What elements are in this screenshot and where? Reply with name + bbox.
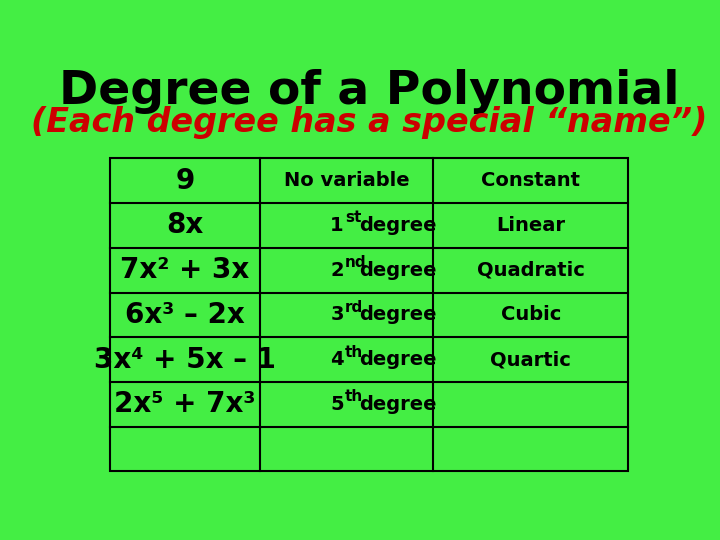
Bar bbox=[109, 427, 629, 471]
Bar bbox=[109, 293, 629, 338]
Text: degree: degree bbox=[359, 350, 436, 369]
Text: 5: 5 bbox=[330, 395, 344, 414]
Text: th: th bbox=[345, 345, 364, 360]
Bar bbox=[109, 382, 629, 427]
Text: 7x² + 3x: 7x² + 3x bbox=[120, 256, 250, 284]
Text: Quartic: Quartic bbox=[490, 350, 571, 369]
Bar bbox=[109, 338, 629, 382]
Text: th: th bbox=[345, 389, 364, 404]
Text: rd: rd bbox=[345, 300, 364, 315]
Text: 3x⁴ + 5x – 1: 3x⁴ + 5x – 1 bbox=[94, 346, 276, 374]
Text: 2x⁵ + 7x³: 2x⁵ + 7x³ bbox=[114, 390, 256, 418]
Text: (Each degree has a special “name”): (Each degree has a special “name”) bbox=[31, 106, 707, 139]
Text: Linear: Linear bbox=[496, 216, 565, 235]
Text: degree: degree bbox=[359, 216, 436, 235]
Text: 9: 9 bbox=[175, 167, 194, 195]
Text: Degree of a Polynomial: Degree of a Polynomial bbox=[59, 69, 679, 114]
Text: degree: degree bbox=[359, 261, 436, 280]
Text: degree: degree bbox=[359, 306, 436, 325]
Text: No variable: No variable bbox=[284, 171, 410, 190]
Text: Quadratic: Quadratic bbox=[477, 261, 585, 280]
Text: nd: nd bbox=[345, 255, 366, 270]
Text: 6x³ – 2x: 6x³ – 2x bbox=[125, 301, 245, 329]
Text: st: st bbox=[345, 211, 361, 226]
Text: degree: degree bbox=[359, 395, 436, 414]
Bar bbox=[109, 203, 629, 248]
Text: 4: 4 bbox=[330, 350, 344, 369]
Text: 3: 3 bbox=[330, 306, 344, 325]
Text: Cubic: Cubic bbox=[500, 306, 561, 325]
Text: Constant: Constant bbox=[481, 171, 580, 190]
Text: 2: 2 bbox=[330, 261, 344, 280]
Text: 1: 1 bbox=[330, 216, 344, 235]
Bar bbox=[109, 158, 629, 203]
Bar bbox=[109, 248, 629, 293]
Text: 8x: 8x bbox=[166, 212, 204, 239]
Bar bbox=[109, 158, 629, 471]
